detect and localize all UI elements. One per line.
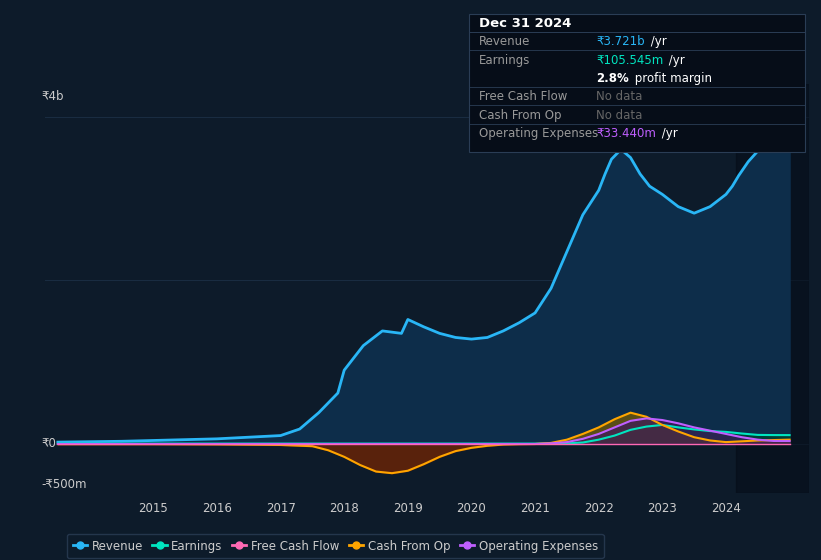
Text: ₹4b: ₹4b [41, 90, 64, 103]
Text: No data: No data [596, 109, 643, 122]
Text: -₹500m: -₹500m [41, 478, 87, 491]
Text: /yr: /yr [646, 35, 667, 48]
Text: 2.8%: 2.8% [596, 72, 629, 85]
Legend: Revenue, Earnings, Free Cash Flow, Cash From Op, Operating Expenses: Revenue, Earnings, Free Cash Flow, Cash … [67, 534, 603, 558]
Text: /yr: /yr [658, 127, 677, 140]
Text: ₹3.721b: ₹3.721b [596, 35, 644, 48]
Text: profit margin: profit margin [631, 72, 712, 85]
Text: ₹0: ₹0 [41, 437, 56, 450]
Text: ₹105.545m: ₹105.545m [596, 54, 663, 67]
Text: Revenue: Revenue [479, 35, 530, 48]
Text: Free Cash Flow: Free Cash Flow [479, 90, 567, 103]
Text: No data: No data [596, 90, 643, 103]
Bar [736, 84, 809, 493]
Text: Earnings: Earnings [479, 54, 530, 67]
Text: Cash From Op: Cash From Op [479, 109, 562, 122]
Text: Operating Expenses: Operating Expenses [479, 127, 599, 140]
Text: ₹33.440m: ₹33.440m [596, 127, 656, 140]
Text: /yr: /yr [665, 54, 685, 67]
Text: Dec 31 2024: Dec 31 2024 [479, 17, 571, 30]
